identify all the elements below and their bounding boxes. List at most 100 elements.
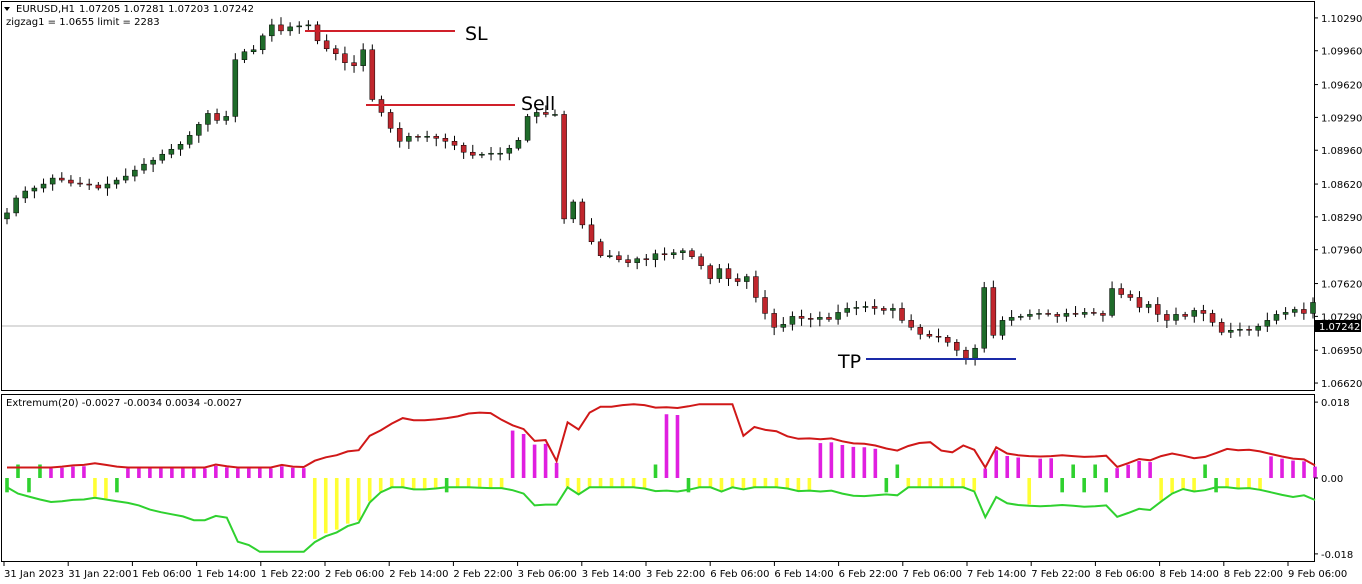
histogram-bar: [192, 468, 196, 478]
time-tick-label: 3 Feb 22:00: [646, 569, 705, 580]
histogram-bar: [741, 478, 746, 489]
candle-body: [369, 49, 376, 100]
histogram-bar: [1115, 468, 1119, 478]
main-panel: [1, 1, 1315, 391]
histogram-bar: [939, 478, 944, 487]
histogram-bar: [1313, 466, 1317, 478]
candle-body: [86, 183, 92, 186]
histogram-bar: [510, 430, 515, 478]
price-tag-text: 1.07242: [1319, 322, 1360, 333]
time-tick-label: 8 Feb 22:00: [1224, 569, 1283, 580]
candle-body: [698, 256, 704, 266]
histogram-bar: [664, 414, 669, 478]
histogram-bar: [1258, 478, 1262, 490]
candle-body: [1072, 313, 1079, 315]
candle-body: [196, 124, 202, 136]
time-tick-label: 6 Feb 14:00: [774, 569, 833, 580]
histogram-bar: [203, 468, 207, 478]
candle-body: [1264, 320, 1271, 327]
candle-body: [1182, 314, 1188, 317]
candle-body: [342, 53, 348, 63]
histogram-bar: [27, 478, 31, 493]
time-tick-label: 9 Feb 06:00: [1288, 569, 1347, 580]
histogram-bar: [214, 465, 218, 478]
histogram-bar: [334, 478, 339, 530]
candle-body: [396, 128, 403, 142]
price-tick-label: 1.09290: [1321, 113, 1362, 124]
histogram-bar: [719, 478, 724, 491]
histogram-bar: [1291, 460, 1295, 478]
candle-body: [104, 183, 111, 189]
candle-body: [488, 152, 494, 155]
candle-body: [999, 320, 1006, 336]
histogram-bar: [400, 478, 405, 487]
candle-body: [753, 276, 759, 298]
candle-body: [415, 136, 421, 138]
candle-body: [963, 349, 969, 359]
candle-body: [314, 24, 321, 42]
histogram-bar: [82, 466, 86, 478]
histogram-bar: [389, 478, 394, 487]
price-tick-label: 1.07960: [1321, 246, 1362, 257]
histogram-bar: [411, 478, 416, 489]
time-tick-label: 8 Feb 14:00: [1160, 569, 1219, 580]
histogram-bar: [367, 478, 372, 502]
price-axis: 1.10290 1.09960 1.09620 1.09290 1.08960 1.086…: [1314, 14, 1362, 390]
candle-body: [981, 287, 987, 349]
lower-extremum-line: [6, 485, 1316, 553]
candle-body: [360, 49, 366, 66]
histogram-bar: [433, 478, 438, 489]
histogram-bar: [631, 478, 636, 487]
histogram-bar: [851, 446, 856, 478]
time-axis: 31 Jan 2023 31 Jan 22:00 1 Feb 06:00 1 Feb …: [3, 562, 1347, 580]
candle-body: [77, 182, 83, 185]
histogram-bar: [236, 468, 240, 478]
candle-body: [141, 163, 147, 171]
candle-body: [177, 144, 184, 150]
histogram-bar: [895, 464, 900, 478]
candle-body: [807, 318, 814, 320]
candle-body: [470, 151, 476, 156]
candle-body: [1237, 329, 1243, 331]
candle-body: [150, 159, 156, 165]
histogram-bar: [323, 478, 328, 534]
time-tick-label: 7 Feb 22:00: [1031, 569, 1090, 580]
time-tick-label: 7 Feb 14:00: [967, 569, 1026, 580]
candle-body: [333, 48, 339, 54]
candle-body: [1191, 310, 1198, 317]
histogram-bar: [961, 478, 966, 487]
candle-body: [159, 153, 166, 161]
upper-extremum-line: [7, 403, 1316, 470]
histogram-bar: [1005, 455, 1010, 478]
price-tick-label: 1.07620: [1321, 280, 1362, 291]
candle-body: [607, 255, 613, 257]
candles: [4, 17, 1316, 366]
candle-body: [990, 287, 997, 336]
histogram-bar: [5, 478, 9, 493]
dropdown-arrow-icon[interactable]: [4, 7, 10, 11]
candle-body: [935, 336, 942, 338]
candle-body: [1017, 316, 1024, 318]
histogram-bar: [290, 467, 295, 478]
histogram-bar: [928, 478, 933, 487]
candle-body: [506, 147, 513, 154]
indicator-axis: 0.018 0.00 -0.018: [1314, 398, 1353, 561]
candle-body: [1255, 326, 1261, 331]
histogram-bar: [598, 478, 603, 487]
candle-body: [597, 241, 604, 256]
candle-body: [1154, 304, 1161, 315]
candle-body: [22, 190, 29, 199]
candle-body: [524, 116, 531, 141]
histogram-bar: [796, 478, 801, 491]
candle-body: [387, 112, 394, 129]
histogram-bar: [763, 478, 768, 487]
histogram-bar: [1027, 478, 1032, 505]
histogram-bar: [1214, 478, 1218, 493]
candle-body: [1136, 297, 1143, 308]
candle-body: [1063, 313, 1070, 317]
candle-body: [579, 201, 586, 226]
candle-body: [186, 135, 193, 145]
candle-body: [734, 278, 741, 282]
candle-body: [798, 316, 805, 319]
